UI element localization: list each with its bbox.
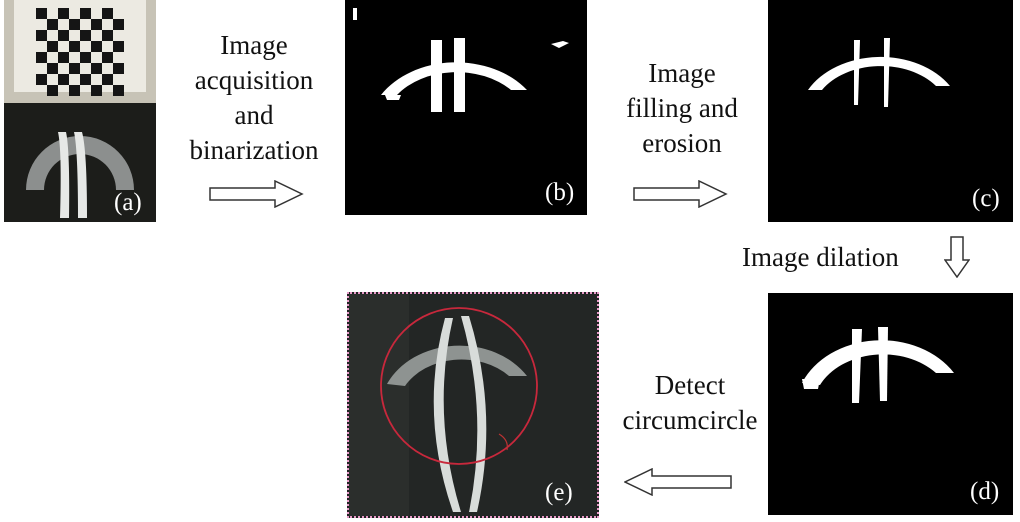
arrow-down-cd: [944, 236, 970, 278]
step-label-line: Detect: [654, 370, 726, 400]
step-label-circumcircle: Detect circumcircle: [615, 368, 765, 438]
checker-square: [58, 30, 69, 41]
panel-b: (b): [345, 0, 587, 215]
step-label-filling: Image filling and erosion: [596, 56, 768, 161]
checker-square: [91, 63, 102, 74]
checker-square: [36, 74, 47, 85]
step-label-line: Image: [220, 30, 288, 60]
checker-square: [36, 8, 47, 19]
panel-a: (a): [4, 0, 156, 222]
checker-square: [58, 52, 69, 63]
checker-square: [80, 52, 91, 63]
checker-square: [113, 19, 124, 30]
panel-b-label: (b): [545, 179, 575, 206]
checker-square: [113, 41, 124, 52]
step-label-acquisition: Image acquisition and binarization: [168, 28, 340, 168]
step-label-line: acquisition: [194, 65, 314, 95]
step-label-dilation: Image dilation: [742, 242, 899, 272]
checker-square: [69, 85, 80, 96]
arrow-right-bc: [633, 180, 728, 208]
step-label-line: binarization: [189, 135, 319, 165]
step-label-line: circumcircle: [622, 405, 758, 435]
checker-square: [58, 8, 69, 19]
checker-square: [80, 8, 91, 19]
checker-square: [102, 74, 113, 85]
checker-square: [102, 30, 113, 41]
checker-square: [80, 74, 91, 85]
panel-e-photo: [349, 294, 597, 516]
checker-square: [69, 19, 80, 30]
checker-square: [69, 41, 80, 52]
step-label-line: Image: [648, 58, 716, 88]
checker-square: [36, 52, 47, 63]
panel-d-label: (d): [970, 478, 1000, 505]
checker-square: [47, 41, 58, 52]
checker-square: [102, 8, 113, 19]
step-label-line: filling and: [626, 93, 738, 123]
step-label-line: erosion: [642, 128, 722, 158]
checker-square: [102, 52, 113, 63]
checker-square: [91, 85, 102, 96]
panel-d: (d): [768, 293, 1013, 515]
panel-c-label: (c): [972, 185, 1000, 212]
checker-square: [47, 19, 58, 30]
checker-square: [80, 30, 91, 41]
arrow-right-ab: [209, 180, 304, 208]
panel-a-photo: [4, 0, 156, 222]
panel-c: (c): [768, 0, 1013, 222]
panel-b-binary: [353, 8, 569, 112]
checker-square: [91, 41, 102, 52]
panel-e: (e): [347, 292, 599, 518]
checker-square: [113, 85, 124, 96]
checker-square: [47, 85, 58, 96]
circumcircle: [380, 307, 538, 465]
panel-e-label: (e): [545, 479, 573, 506]
checker-square: [36, 30, 47, 41]
checker-square: [113, 63, 124, 74]
checker-square: [69, 63, 80, 74]
step-label-line: and: [234, 100, 274, 130]
panel-d-binary: [802, 327, 954, 403]
checker-square: [47, 63, 58, 74]
calibration-checkerboard: [36, 8, 124, 96]
panel-c-binary: [808, 38, 950, 107]
panel-a-label: (a): [114, 189, 142, 216]
arrow-left-de: [624, 468, 732, 496]
checker-square: [91, 19, 102, 30]
checker-square: [58, 74, 69, 85]
